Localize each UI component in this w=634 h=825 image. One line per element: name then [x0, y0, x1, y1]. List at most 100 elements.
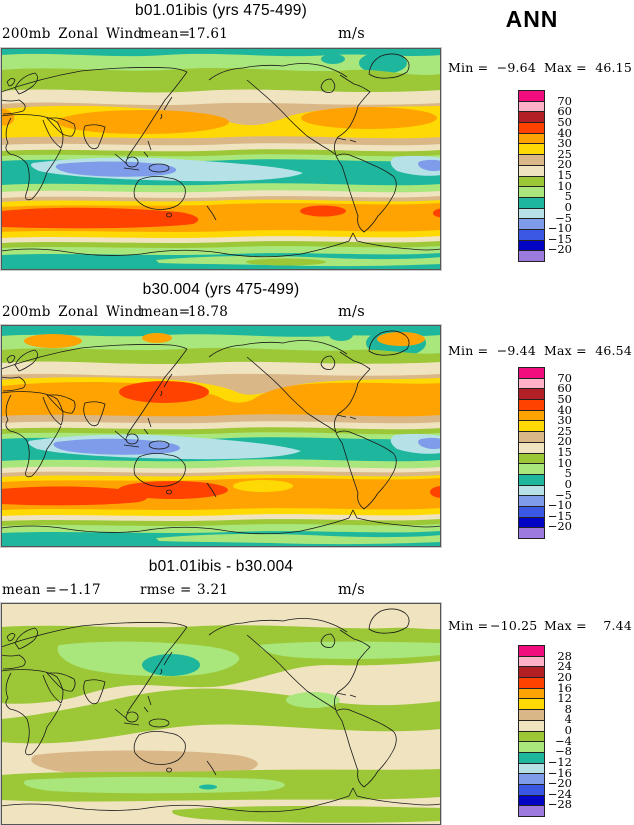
colorbar-swatch: [519, 111, 544, 123]
map-border: [1, 325, 441, 547]
colorbar-level-label: 0: [564, 723, 572, 737]
panel1-colorbar: [518, 90, 545, 262]
colorbar-level-label: 50: [557, 391, 572, 406]
colorbar-level-label: 0: [564, 199, 572, 214]
min-value: −9.64: [496, 60, 536, 75]
colorbar-swatch: [519, 154, 544, 165]
colorbar-level-label: 40: [557, 402, 572, 417]
colorbar-level-label: 70: [557, 93, 572, 108]
colorbar-swatch: [519, 527, 544, 538]
panel3-rmse-label: rmse =: [140, 582, 192, 598]
panel1-minmax: Min = −9.64 Max = 46.15: [448, 60, 632, 75]
colorbar-level-label: −28: [547, 797, 572, 812]
map-difference: [0, 602, 442, 825]
panel1-mean-value: 17.61: [188, 26, 229, 42]
colorbar-swatch: [519, 463, 544, 474]
colorbar-swatch: [519, 431, 544, 442]
colorbar-swatch: [519, 250, 544, 261]
panel1-stats-row: 200mb Zonal Wind mean= 17.61 m/s: [0, 26, 442, 43]
colorbar-level-label: 30: [557, 413, 572, 428]
min-value: −10.25: [490, 618, 538, 633]
min-label: Min =: [448, 343, 489, 358]
panel2-units-label: m/s: [338, 304, 365, 320]
colorbar-swatch: [519, 388, 544, 400]
colorbar-swatch: [519, 368, 544, 378]
colorbar-level-label: −20: [547, 519, 572, 534]
contour-field: [1, 48, 441, 270]
colorbar-level-label: 0: [564, 476, 572, 491]
colorbar-level-label: 4: [564, 712, 572, 727]
panel3-minmax: Min = −10.25 Max = 7.44: [448, 618, 632, 633]
colorbar-level-label: 12: [557, 691, 572, 706]
panel3-title: b01.01ibis - b30.004: [148, 558, 294, 575]
colorbar-level-label: −24: [547, 786, 572, 801]
panel3-stats-row: mean = −1.17 rmse = 3.21 m/s: [0, 582, 442, 599]
colorbar-level-label: −5: [555, 487, 572, 502]
coastline-overlay: [1, 53, 441, 258]
colorbar-level-label: 10: [557, 455, 572, 470]
panel2-mean-label: mean=: [140, 304, 191, 320]
colorbar-swatch: [519, 473, 544, 485]
colorbar-level-label: −4: [555, 733, 572, 748]
colorbar-level-label: 16: [557, 680, 572, 695]
colorbar-swatch: [519, 91, 544, 101]
panel3-colorbar: [518, 645, 545, 817]
colorbar-swatch: [519, 655, 544, 667]
panel2-mean-value: 18.78: [188, 304, 229, 320]
colorbar-level-label: 70: [557, 370, 572, 385]
map-b30-004: [0, 324, 442, 548]
panel1-mean-label: mean=: [140, 26, 191, 42]
colorbar-swatch: [519, 773, 544, 784]
contour-field: [1, 325, 441, 547]
panel1-title: b01.01ibis (yrs 475-499): [135, 2, 307, 19]
panel2-colorbar: [518, 367, 545, 539]
colorbar-level-label: 25: [557, 423, 572, 438]
colorbar-level-label: 60: [557, 104, 572, 119]
colorbar-swatch: [519, 516, 544, 528]
colorbar-swatch: [519, 730, 544, 742]
colorbar-swatch: [519, 100, 544, 112]
min-label: Min =: [448, 60, 489, 75]
colorbar-swatch: [519, 186, 544, 197]
panel1-units-label: m/s: [338, 26, 365, 42]
colorbar-level-label: −15: [547, 231, 572, 246]
min-value: −9.44: [496, 343, 536, 358]
min-label: Min =: [448, 618, 489, 633]
colorbar-level-label: 40: [557, 125, 572, 140]
panel2-stats-row: 200mb Zonal Wind mean= 18.78 m/s: [0, 304, 442, 321]
colorbar-swatch: [519, 409, 544, 421]
panel2-title: b30.004 (yrs 475-499): [142, 281, 300, 298]
colorbar-swatch: [519, 646, 544, 656]
colorbar-swatch: [519, 751, 544, 763]
max-value: 46.15: [595, 60, 632, 75]
panel1-field-label: 200mb Zonal Wind: [2, 26, 143, 42]
colorbar-swatch: [519, 794, 544, 806]
colorbar-swatch: [519, 677, 544, 688]
max-value: 7.44: [603, 618, 632, 633]
colorbar-level-label: 20: [557, 669, 572, 684]
colorbar-level-label: −20: [547, 242, 572, 257]
colorbar-level-label: 20: [557, 434, 572, 449]
colorbar-swatch: [519, 687, 544, 699]
panel3-colorbar-labels: 28 24 20 16 12 8 4 0 −4 −8 −12 −16 −20 −24 −28: [546, 645, 572, 817]
colorbar-swatch: [519, 741, 544, 752]
colorbar-swatch: [519, 122, 544, 133]
colorbar-level-label: 5: [564, 466, 572, 481]
max-label: Max =: [544, 60, 587, 75]
colorbar-swatch: [519, 762, 544, 774]
panel3-mean-value: −1.17: [58, 582, 101, 598]
colorbar-swatch: [519, 505, 544, 517]
colorbar-level-label: 15: [557, 168, 572, 182]
colorbar-level-label: 5: [564, 189, 572, 204]
panel2-colorbar-labels: 70 60 50 40 30 25 20 15 10 5 0 −5 −10 −15 −20: [546, 367, 572, 539]
colorbar-level-label: 30: [557, 136, 572, 151]
colorbar-swatch: [519, 239, 544, 251]
colorbar-swatch: [519, 218, 544, 229]
colorbar-level-label: 50: [557, 114, 572, 129]
colorbar-swatch: [519, 399, 544, 410]
colorbar-level-label: −8: [555, 744, 572, 759]
panel2-minmax: Min = −9.44 Max = 46.54: [448, 343, 632, 358]
colorbar-swatch: [519, 420, 544, 432]
contour-field: [1, 603, 441, 825]
